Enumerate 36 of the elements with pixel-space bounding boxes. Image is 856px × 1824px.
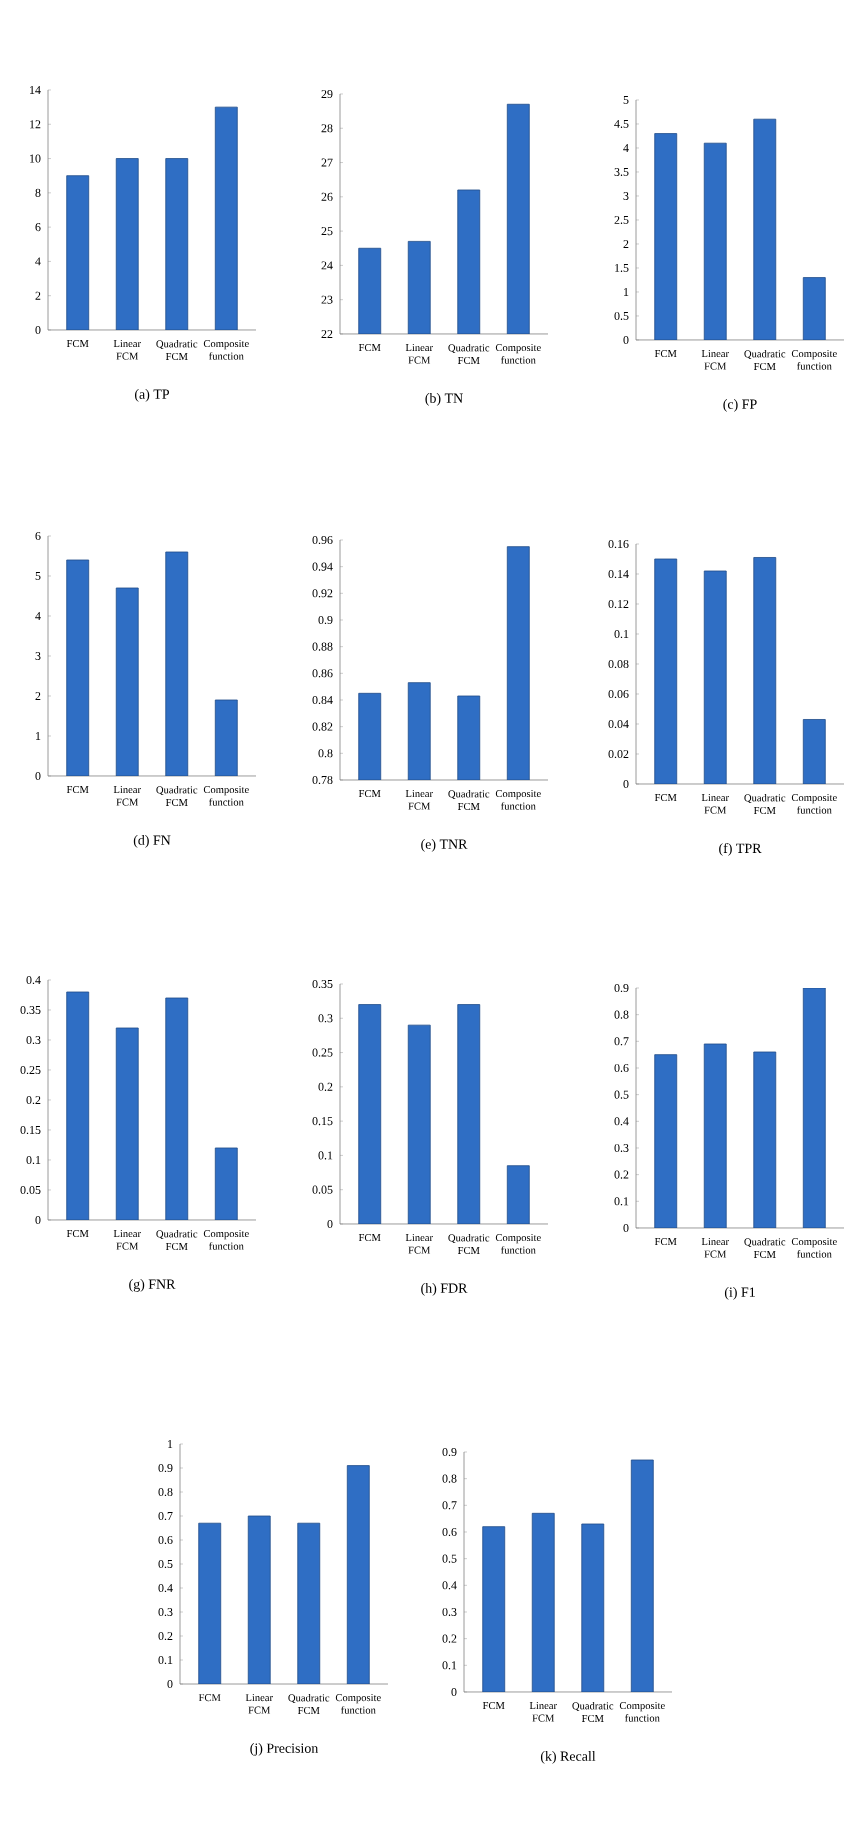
- bar: [297, 1522, 321, 1684]
- bar: [753, 118, 777, 340]
- bar: [703, 570, 727, 784]
- bar: [198, 1522, 222, 1684]
- bar: [581, 1523, 605, 1692]
- bar: [66, 559, 90, 776]
- bar: [802, 277, 826, 340]
- bar: [346, 1465, 370, 1684]
- bar: [165, 997, 189, 1220]
- bar: [214, 106, 238, 330]
- bar: [802, 987, 826, 1228]
- bar: [531, 1512, 555, 1692]
- bar: [407, 1024, 431, 1224]
- bar: [753, 1051, 777, 1228]
- bar: [457, 1004, 481, 1224]
- bar: [482, 1526, 506, 1692]
- bar: [165, 158, 189, 330]
- bar: [630, 1459, 654, 1692]
- bar: [654, 558, 678, 784]
- bar: [703, 1043, 727, 1228]
- bar: [66, 175, 90, 330]
- bar: [753, 557, 777, 784]
- bar: [66, 991, 90, 1220]
- bar: [115, 1027, 139, 1220]
- bar: [654, 1054, 678, 1228]
- bar: [214, 1147, 238, 1220]
- bar: [506, 1165, 530, 1224]
- bar: [165, 551, 189, 776]
- bar: [654, 133, 678, 340]
- bar: [214, 699, 238, 776]
- bar: [358, 1004, 382, 1224]
- bar: [115, 158, 139, 330]
- bar: [703, 142, 727, 340]
- bar: [247, 1515, 271, 1684]
- bar: [802, 719, 826, 784]
- bar: [115, 587, 139, 776]
